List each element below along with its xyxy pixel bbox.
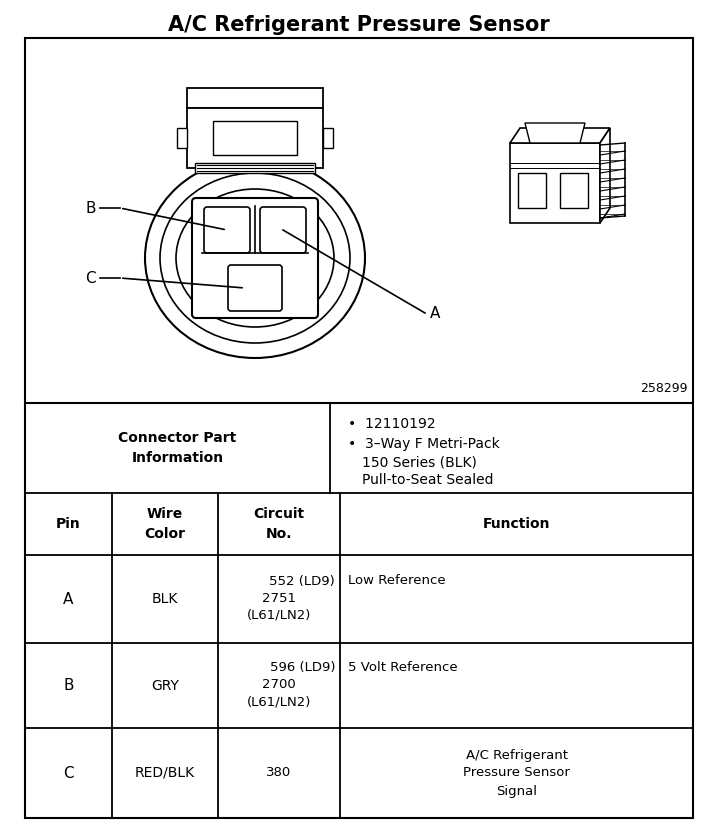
Bar [560, 173, 588, 208]
Bar [187, 88, 323, 108]
Text: C: C [85, 271, 96, 286]
Bar [323, 128, 333, 148]
Polygon shape [510, 128, 610, 143]
Text: 2751
(L61/LN2): 2751 (L61/LN2) [247, 592, 311, 622]
FancyBboxPatch shape [192, 198, 318, 318]
Text: B: B [85, 201, 96, 216]
Ellipse shape [176, 189, 334, 327]
Ellipse shape [160, 173, 350, 343]
Text: 5 Volt Reference: 5 Volt Reference [348, 661, 457, 674]
Text: RED/BLK: RED/BLK [135, 766, 195, 780]
Text: Function: Function [482, 517, 550, 531]
Text: 150 Series (BLK): 150 Series (BLK) [362, 455, 477, 469]
Polygon shape [600, 128, 610, 223]
Text: •  3–Way F Metri-Pack: • 3–Way F Metri-Pack [348, 437, 500, 451]
Text: B: B [63, 678, 74, 693]
Text: GRY: GRY [151, 679, 179, 692]
Text: C: C [63, 766, 74, 781]
Polygon shape [510, 143, 600, 223]
Text: Low Reference: Low Reference [348, 575, 446, 587]
Text: 380: 380 [266, 766, 292, 780]
Ellipse shape [145, 158, 365, 358]
Text: BLK: BLK [151, 592, 178, 606]
Text: Pull-to-Seat Sealed: Pull-to-Seat Sealed [362, 473, 493, 487]
Text: 552 (LD9): 552 (LD9) [269, 575, 335, 587]
Text: 258299: 258299 [640, 382, 688, 395]
FancyBboxPatch shape [260, 207, 306, 253]
Polygon shape [525, 123, 585, 143]
Text: •  12110192: • 12110192 [348, 417, 436, 431]
Text: Circuit
No.: Circuit No. [253, 507, 304, 541]
Text: A/C Refrigerant
Pressure Sensor
Signal: A/C Refrigerant Pressure Sensor Signal [463, 749, 570, 797]
Bar [195, 163, 315, 173]
FancyBboxPatch shape [228, 265, 282, 311]
Text: A: A [430, 306, 440, 321]
Text: Pin: Pin [56, 517, 81, 531]
Text: 2700
(L61/LN2): 2700 (L61/LN2) [247, 679, 311, 709]
Bar [518, 173, 546, 208]
Text: A: A [63, 591, 74, 606]
Bar [187, 108, 323, 168]
Text: Connector Part
Information: Connector Part Information [118, 431, 237, 466]
Text: A/C Refrigerant Pressure Sensor: A/C Refrigerant Pressure Sensor [168, 15, 550, 35]
Text: Wire
Color: Wire Color [144, 507, 185, 541]
Text: 596 (LD9): 596 (LD9) [269, 661, 335, 674]
Bar [177, 128, 187, 148]
Bar [213, 121, 297, 155]
FancyBboxPatch shape [204, 207, 250, 253]
